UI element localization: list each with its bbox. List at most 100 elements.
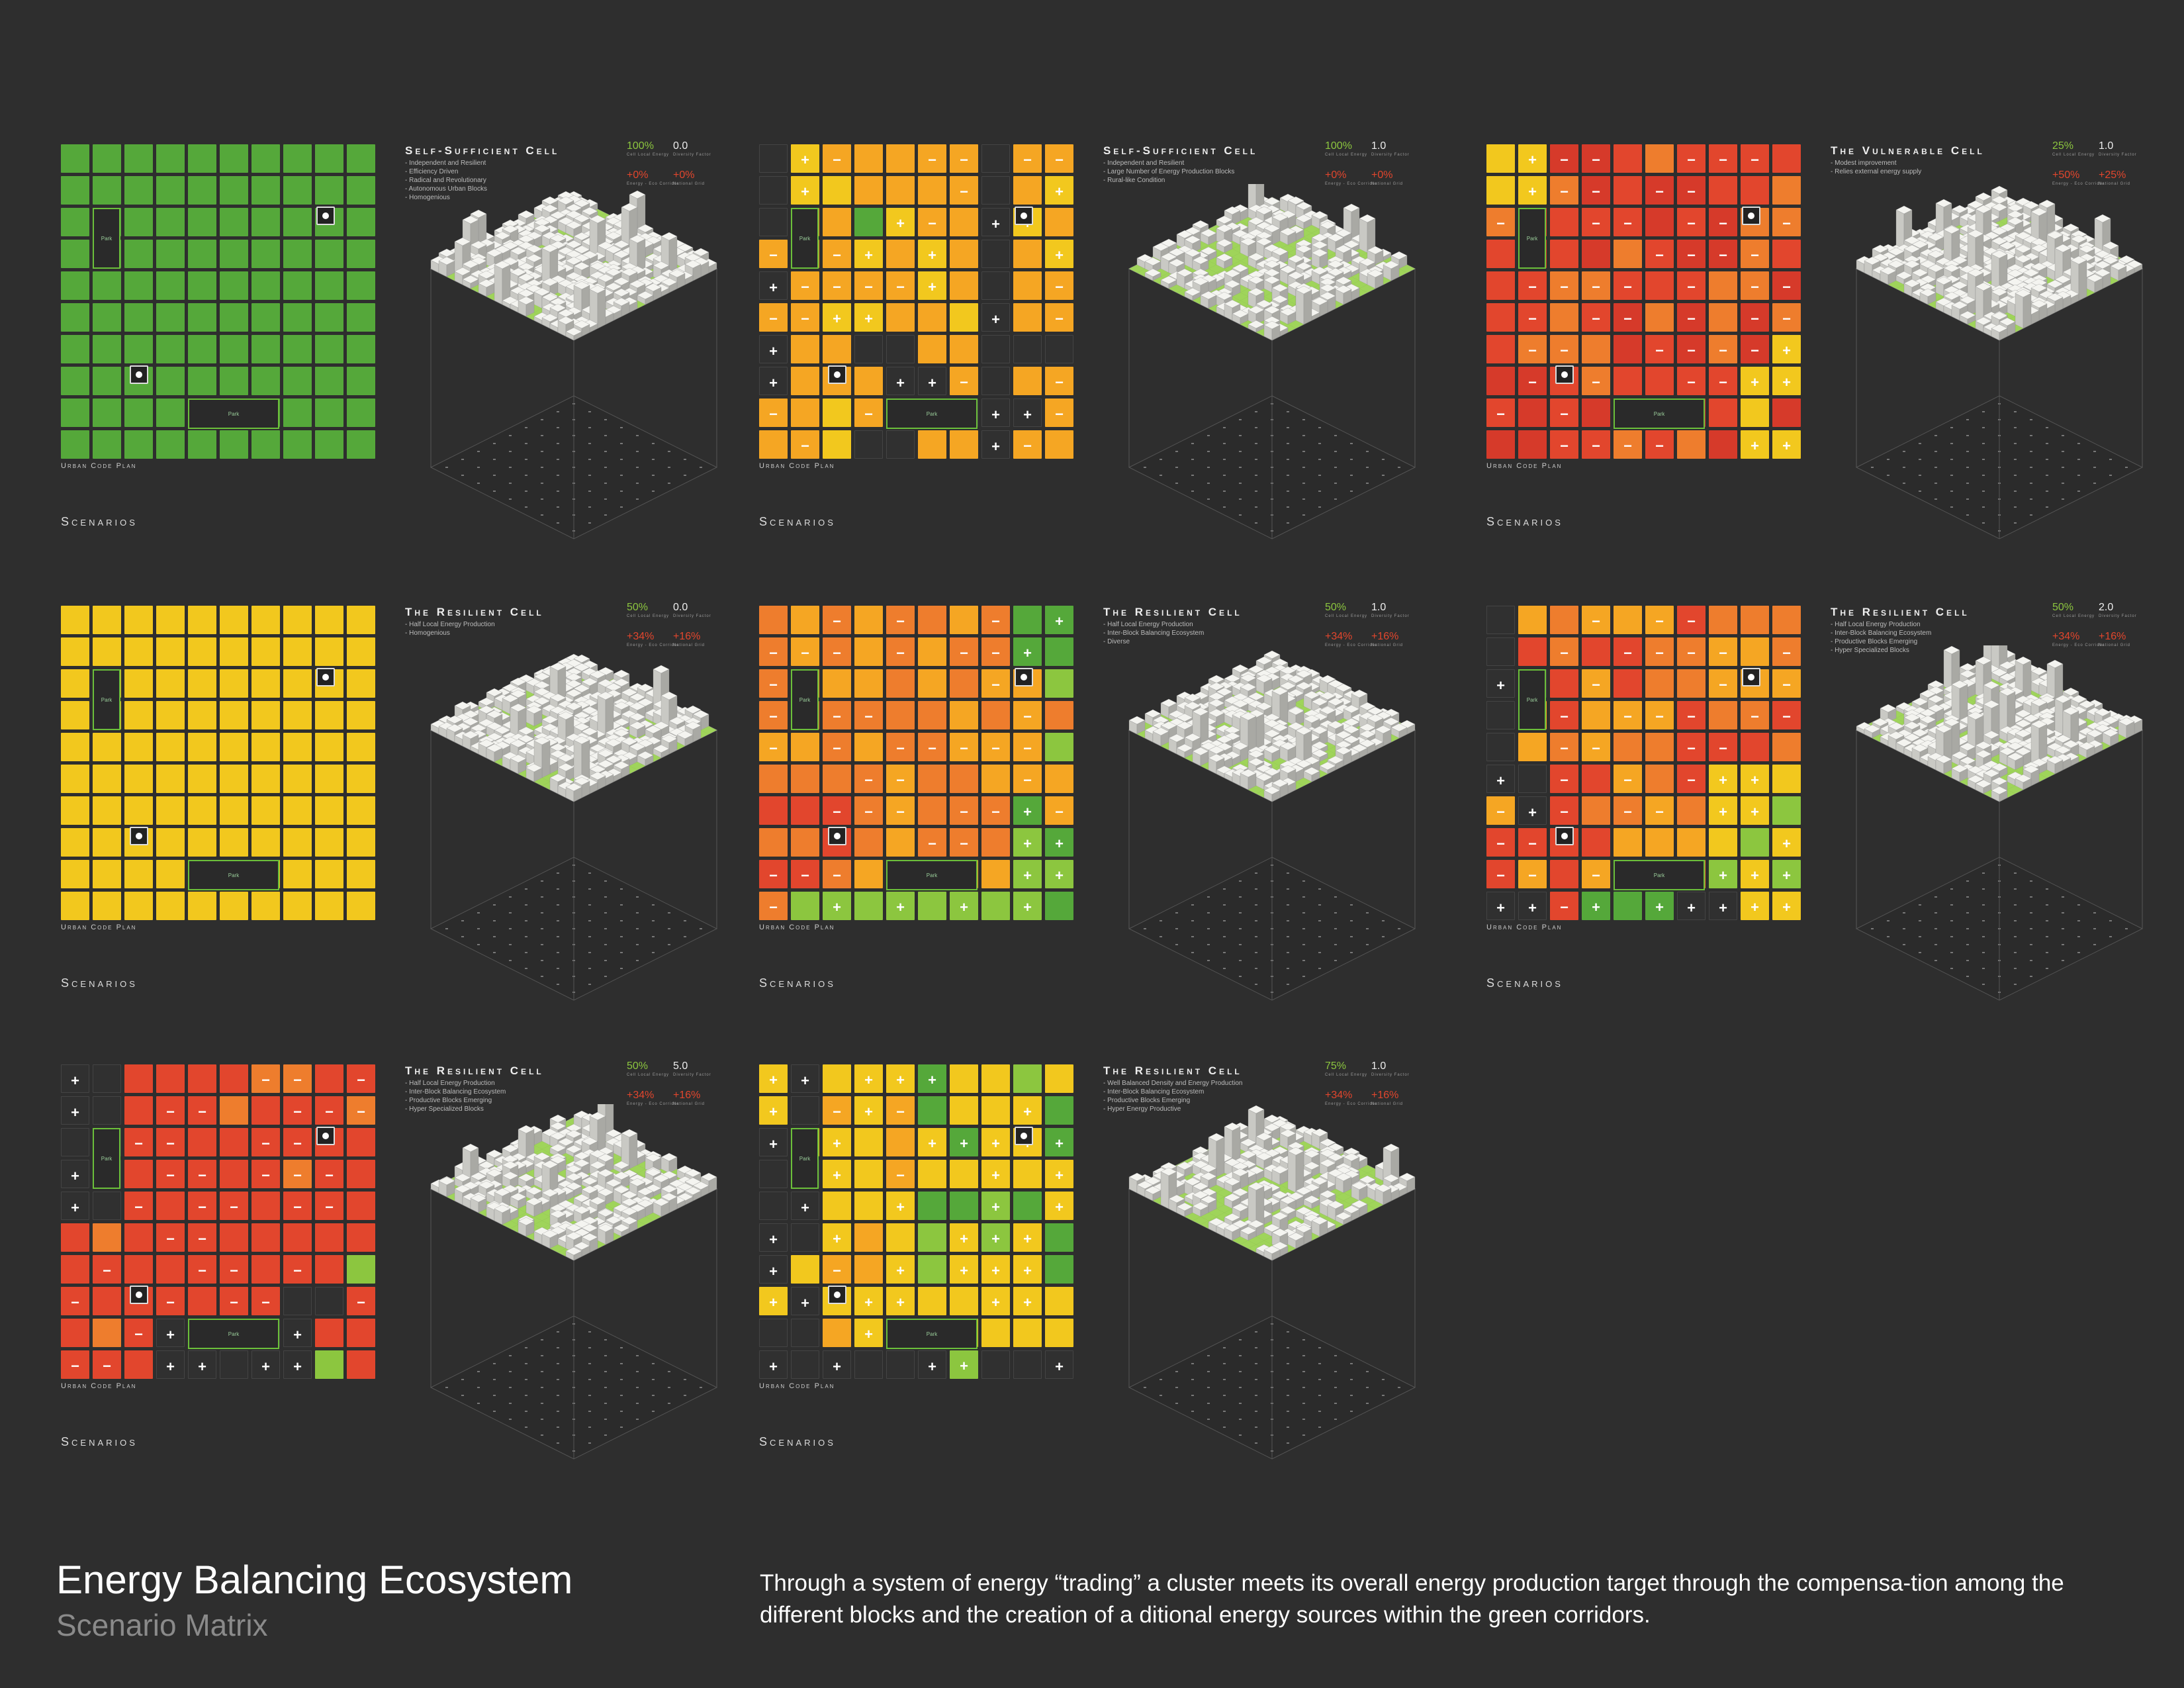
plus-icon: + xyxy=(928,375,936,391)
plan-tick xyxy=(1287,506,1289,508)
plan-tick xyxy=(477,467,480,468)
minus-icon: − xyxy=(769,406,778,422)
grid-block xyxy=(124,335,153,363)
grid-block: − xyxy=(1741,271,1769,300)
plan-tick xyxy=(461,936,464,937)
grid-block: − xyxy=(1709,144,1737,173)
grid-block xyxy=(61,176,89,205)
plan-tick xyxy=(1191,475,1194,476)
minus-icon: − xyxy=(801,867,809,884)
grid-block xyxy=(251,765,280,793)
plan-tick xyxy=(588,952,591,953)
grid-block: − xyxy=(918,733,946,761)
plan-tick xyxy=(1382,475,1385,476)
grid-block: − xyxy=(981,669,1010,698)
grid-block xyxy=(93,176,121,205)
plan-tick xyxy=(1191,443,1194,444)
park-block: Park xyxy=(886,399,978,429)
scenarios-label: Scenarios xyxy=(61,515,138,528)
grid-block xyxy=(759,208,788,236)
grid-block: − xyxy=(1677,144,1706,173)
grid-block: − xyxy=(1013,701,1042,729)
plan-tick xyxy=(1223,936,1226,937)
building-block xyxy=(1303,289,1312,325)
grid-block xyxy=(759,606,788,634)
grid-block: − xyxy=(1013,765,1042,793)
grid-block: − xyxy=(1677,208,1706,236)
grid-block: + xyxy=(759,271,788,300)
building-block xyxy=(1295,289,1304,325)
grid-block: − xyxy=(854,796,883,825)
grid-block: + xyxy=(886,367,915,395)
grid-block xyxy=(315,765,343,793)
grid-block: − xyxy=(1486,399,1515,427)
minus-icon: − xyxy=(769,867,778,884)
minus-icon: − xyxy=(1687,374,1696,391)
grid-block xyxy=(315,240,343,268)
plus-icon: + xyxy=(1023,867,1032,884)
building-block xyxy=(629,190,646,199)
plan-tick xyxy=(684,459,686,460)
plan-tick xyxy=(1207,467,1210,468)
plan-tick xyxy=(2077,491,2080,492)
stat-label: Cell Local Energy xyxy=(627,153,670,157)
grid-block: − xyxy=(950,176,978,205)
grid-block xyxy=(93,303,121,332)
plan-tick xyxy=(1982,427,1985,428)
plan-tick xyxy=(493,936,496,937)
plan-tick xyxy=(620,427,623,428)
plan-tick xyxy=(1239,976,1242,977)
stat-value: 0.0 xyxy=(673,140,688,152)
plan-tick xyxy=(1966,467,1969,468)
scenario-bullet: - Radical and Revolutionary xyxy=(405,177,486,184)
plan-tick xyxy=(684,475,686,476)
hub-marker-icon xyxy=(1555,365,1574,384)
grid-block xyxy=(950,303,978,332)
grid-block: − xyxy=(759,733,788,761)
grid-block xyxy=(315,828,343,857)
grid-block: − xyxy=(823,144,851,173)
plan-tick xyxy=(1919,459,1921,460)
grid-block xyxy=(1045,765,1073,793)
plus-icon: + xyxy=(1023,899,1032,915)
grid-block xyxy=(791,796,819,825)
building-block xyxy=(470,240,487,250)
minus-icon: − xyxy=(769,645,778,661)
grid-block xyxy=(188,208,216,236)
grid-block xyxy=(283,367,312,395)
stat-value: 0.0 xyxy=(673,602,688,613)
plan-tick xyxy=(1382,920,1385,921)
plan-tick xyxy=(1223,427,1226,428)
minus-icon: − xyxy=(801,279,809,295)
plan-tick xyxy=(700,467,702,468)
grid-block: − xyxy=(823,637,851,666)
plus-icon: + xyxy=(991,438,1000,455)
minus-icon: − xyxy=(1623,438,1632,454)
minus-icon: − xyxy=(1719,342,1727,359)
scenario-bullets: - Independent and Resilient - Large Numbe… xyxy=(1103,159,1234,185)
grid-block xyxy=(124,176,153,205)
grid-block xyxy=(981,367,1010,395)
grid-block xyxy=(854,144,883,173)
plan-tick xyxy=(525,459,527,460)
building-block xyxy=(518,296,535,305)
plan-tick xyxy=(1334,912,1337,914)
grid-block xyxy=(1645,208,1674,236)
grid-block xyxy=(347,335,375,363)
isometric-city-view xyxy=(1128,184,1416,539)
stat-label: Diversity Factor xyxy=(673,153,711,157)
plan-tick xyxy=(1223,968,1226,969)
grid-block: + xyxy=(918,367,946,395)
plan-tick xyxy=(604,960,607,961)
plan-tick xyxy=(493,904,496,906)
grid-block xyxy=(1614,176,1642,205)
minus-icon: − xyxy=(1023,438,1032,454)
minus-icon: − xyxy=(1623,310,1632,327)
grid-block: + xyxy=(1045,176,1073,205)
grid-block: + xyxy=(1045,606,1073,634)
plan-tick xyxy=(620,904,623,906)
plan-tick xyxy=(2046,427,2048,428)
grid-block xyxy=(1486,303,1515,332)
plan-tick xyxy=(509,896,512,898)
grid-block xyxy=(156,335,185,363)
